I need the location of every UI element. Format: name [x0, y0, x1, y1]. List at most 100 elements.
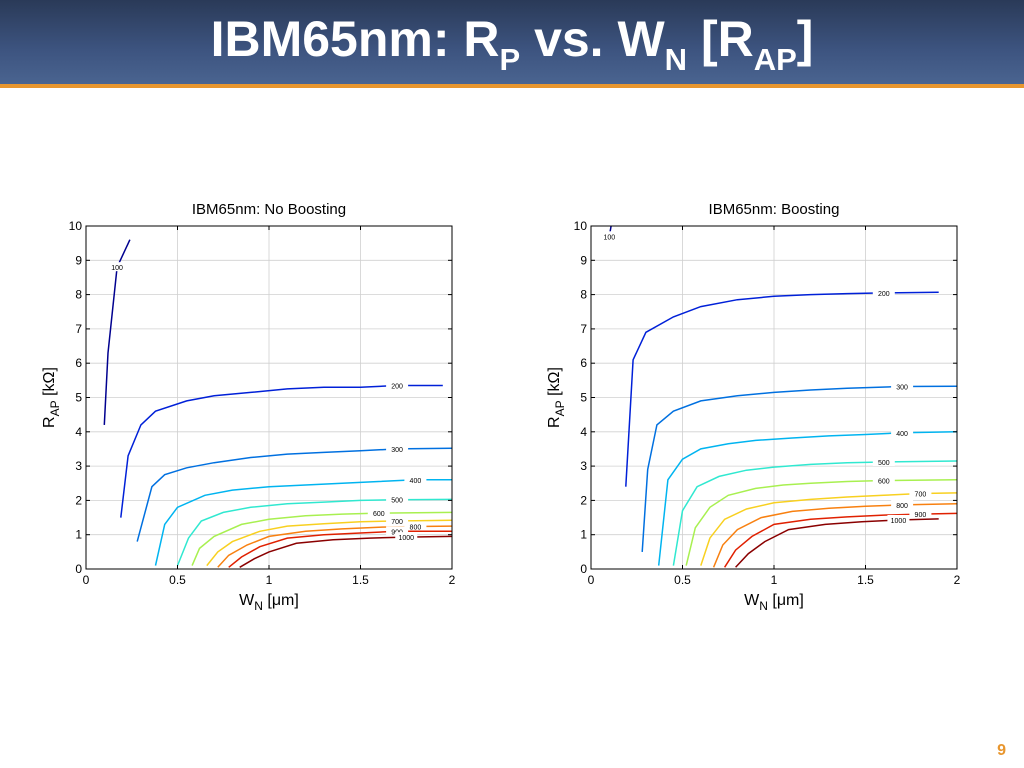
chart0-contour-600 [191, 511, 453, 566]
chart0-contour-label-bg [106, 262, 129, 272]
chart1-contour-700 [700, 492, 958, 566]
chart1-contour-label-500: 500 [878, 460, 890, 467]
chart0-ytick-label: 0 [75, 562, 82, 576]
chart1-ytick-label: 5 [580, 391, 587, 405]
chart1-ytick-label: 0 [580, 562, 587, 576]
title-sub-p: P [499, 42, 521, 77]
chart-no-boosting-svg: 100200300400500600700800900100000.511.52… [41, 201, 456, 613]
chart0-contour-label-500: 500 [391, 498, 403, 505]
chart0-contour-label-200: 200 [391, 383, 403, 390]
chart0-contour-label-800: 800 [410, 524, 422, 531]
chart0-xtick-label: 1.5 [352, 573, 369, 587]
chart1-title: IBM65nm: Boosting [709, 201, 840, 218]
chart1-contour-label-bg [872, 475, 895, 485]
chart0-contour-label-bg [386, 380, 409, 390]
chart0-contour-label-bg [395, 532, 418, 542]
chart0-contour-label-700: 700 [391, 519, 403, 526]
chart1-xtick-label: 0 [588, 573, 595, 587]
title-sub-n: N [664, 42, 688, 77]
chart1-contour-label-bg [909, 488, 932, 498]
chart1-ytick-label: 6 [580, 356, 587, 370]
chart0-contour-label-100: 100 [111, 265, 123, 272]
chart1-contour-label-bg [598, 231, 621, 241]
chart1-ytick-label: 7 [580, 322, 587, 336]
chart1-contour-800 [712, 503, 958, 568]
page-number: 9 [997, 742, 1006, 759]
chart0-ytick-label: 2 [75, 493, 82, 507]
chart1-ytick-label: 9 [580, 253, 587, 267]
chart0-contour-label-bg [367, 508, 390, 518]
chart1-xtick-label: 1.5 [857, 573, 874, 587]
chart1-contour-200 [625, 291, 939, 487]
chart1-ytick-label: 4 [580, 425, 587, 439]
title-bracket: [R [687, 11, 754, 67]
chart0-contour-label-400: 400 [410, 478, 422, 485]
chart0-contour-label-bg [386, 515, 409, 525]
chart1-xtick-label: 2 [954, 573, 961, 587]
title-end: ] [796, 11, 814, 67]
chart0-ytick-label: 8 [75, 288, 82, 302]
chart1-contour-600 [685, 479, 958, 566]
chart0-contour-label-300: 300 [391, 447, 403, 454]
chart0-contour-500 [176, 498, 453, 566]
chart0-contour-label-bg [386, 526, 409, 536]
chart0-title: IBM65nm: No Boosting [192, 201, 346, 218]
chart1-ylabel: RAP [kΩ] [546, 367, 567, 428]
chart0-contour-label-bg [404, 474, 427, 484]
chart1-xlabel: WN [μm] [744, 592, 804, 613]
chart1-ytick-label: 8 [580, 288, 587, 302]
title-main: IBM65nm: R [210, 11, 500, 67]
chart1-contour-label-800: 800 [896, 503, 908, 510]
chart0-contour-label-600: 600 [373, 511, 385, 518]
chart0-contour-100 [103, 239, 131, 425]
chart1-xtick-label: 0.5 [674, 573, 691, 587]
chart0-xtick-label: 2 [449, 573, 456, 587]
chart0-contour-label-1000: 1000 [398, 535, 414, 542]
chart0-contour-200 [120, 384, 443, 518]
chart1-contour-label-bg [872, 287, 895, 297]
chart1-contour-300 [641, 385, 958, 552]
chart0-xtick-label: 0.5 [169, 573, 186, 587]
chart1-contour-400 [657, 431, 958, 566]
chart0-ytick-label: 6 [75, 356, 82, 370]
chart1-contour-label-bg [887, 514, 910, 524]
chart0-ytick-label: 1 [75, 528, 82, 542]
chart1-contour-label-bg [872, 456, 895, 466]
chart0-xtick-label: 1 [266, 573, 273, 587]
title-accent-line [0, 84, 1024, 88]
chart0-ytick-label: 3 [75, 459, 82, 473]
chart1-contour-500 [672, 460, 958, 566]
slide-title: IBM65nm: RP vs. WN [RAP] [0, 8, 1024, 77]
chart1-ytick-label: 2 [580, 493, 587, 507]
chart1-contour-900 [723, 512, 958, 568]
chart0-contour-label-bg [386, 494, 409, 504]
chart0-ytick-label: 5 [75, 391, 82, 405]
title-sub-ap: AP [753, 42, 797, 77]
chart0-xtick-label: 0 [83, 573, 90, 587]
chart0-ytick-label: 7 [75, 322, 82, 336]
chart0-contour-700 [206, 519, 453, 567]
chart0-ytick-label: 4 [75, 425, 82, 439]
chart1-ytick-label: 3 [580, 459, 587, 473]
chart1-contour-label-200: 200 [878, 291, 890, 298]
chart0-ytick-label: 9 [75, 253, 82, 267]
chart0-contour-label-bg [404, 521, 427, 531]
chart1-contour-label-100: 100 [603, 234, 615, 241]
chart1-contour-label-1000: 1000 [891, 518, 907, 525]
chart1-contour-label-bg [891, 381, 914, 391]
chart1-contour-label-bg [909, 509, 932, 519]
chart0-xlabel: WN [μm] [239, 592, 299, 613]
chart1-ytick-label: 10 [574, 219, 588, 233]
chart1-ytick-label: 1 [580, 528, 587, 542]
chart-boosting: 100 200 300 400 500 600 700 800 900 1000 0 0.5 1 1.5 2… [535, 195, 1005, 615]
chart1-contour-label-700: 700 [915, 492, 927, 499]
chart1-contour-label-bg [891, 427, 914, 437]
chart0-ytick-label: 10 [69, 219, 83, 233]
chart1-contour-label-900: 900 [915, 512, 927, 519]
chart-no-boosting: 100200300400500600700800900100000.511.52… [30, 195, 500, 615]
chart0-contour-label-bg [386, 443, 409, 453]
title-mid: vs. W [520, 11, 665, 67]
chart0-ylabel: RAP [kΩ] [41, 367, 62, 428]
chart1-contour-label-300: 300 [896, 385, 908, 392]
